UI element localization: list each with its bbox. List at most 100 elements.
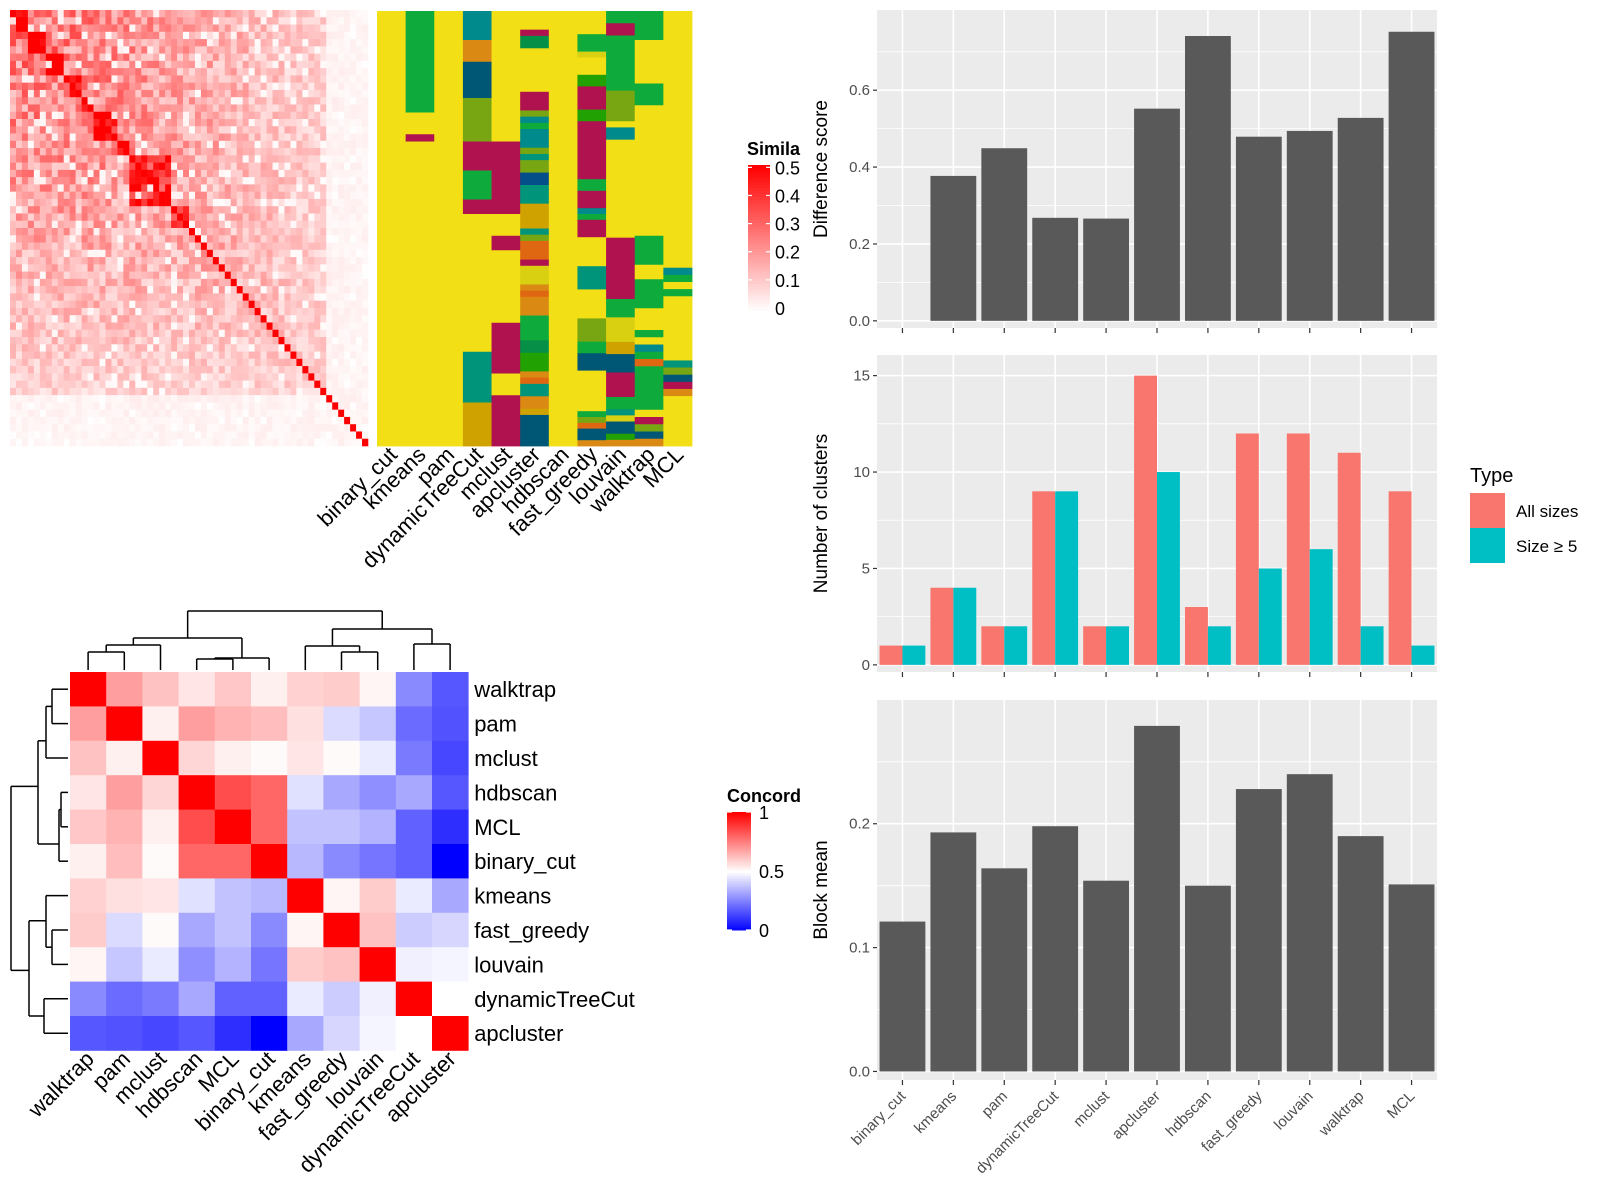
similarity-cell	[10, 278, 17, 287]
similarity-cell	[21, 68, 29, 76]
similarity-cell	[159, 162, 166, 171]
similarity-cell	[350, 111, 357, 120]
similarity-cell	[260, 206, 267, 214]
similarity-cell	[194, 387, 202, 396]
similarity-cell	[141, 198, 148, 207]
similarity-cell	[344, 358, 351, 367]
similarity-cell	[171, 155, 178, 163]
similarity-cell	[147, 177, 154, 185]
row-label-pam: pam	[474, 712, 517, 737]
similarity-legend-tick-label: 0.1	[775, 271, 800, 291]
similarity-cell	[326, 60, 333, 69]
similarity-cell	[254, 148, 261, 156]
similarity-cell	[99, 315, 106, 323]
similarity-cell	[194, 162, 202, 171]
similarity-cell	[117, 438, 124, 447]
similarity-cell	[212, 97, 220, 105]
similarity-cell	[57, 373, 64, 381]
similarity-cell	[111, 162, 118, 171]
similarity-cell	[177, 140, 184, 149]
similarity-cell	[93, 329, 100, 338]
similarity-cell	[362, 235, 369, 243]
similarity-cell	[105, 10, 112, 18]
similarity-cell	[69, 10, 76, 18]
cluster-segment-louvain	[606, 421, 636, 435]
similarity-cell	[284, 111, 291, 120]
similarity-cell	[171, 395, 178, 403]
similarity-cell	[183, 293, 190, 301]
similarity-cell	[147, 366, 154, 374]
similarity-cell	[350, 235, 357, 243]
similarity-cell	[33, 60, 41, 69]
similarity-cell	[290, 351, 297, 360]
similarity-cell	[75, 177, 82, 185]
similarity-cell	[242, 89, 249, 98]
cluster-segment-louvain	[606, 23, 636, 36]
similarity-cell	[260, 10, 267, 18]
similarity-cell	[302, 162, 309, 171]
similarity-cell	[117, 366, 124, 374]
similarity-cell	[278, 97, 285, 105]
similarity-cell	[320, 293, 327, 301]
similarity-cell	[320, 206, 327, 214]
similarity-cell	[129, 387, 136, 396]
similarity-cell	[147, 60, 154, 69]
similarity-cell	[218, 213, 226, 222]
similarity-cell	[141, 111, 148, 120]
similarity-cell	[69, 278, 76, 287]
similarity-cell	[362, 184, 369, 192]
similarity-cell	[332, 395, 339, 403]
similarity-cell	[260, 17, 267, 25]
similarity-cell	[159, 264, 166, 272]
similarity-cell	[350, 373, 357, 381]
similarity-cell	[75, 242, 82, 251]
cluster-segment-walktrap	[634, 409, 664, 418]
similarity-cell	[93, 257, 100, 265]
similarity-cell	[362, 89, 369, 98]
cluster-segment-apcluster	[520, 396, 550, 410]
similarity-cell	[284, 169, 291, 178]
similarity-cell	[200, 46, 208, 54]
similarity-cell	[75, 60, 82, 69]
similarity-cell	[33, 24, 41, 33]
similarity-cell	[242, 416, 249, 425]
similarity-cell	[230, 315, 238, 323]
similarity-cell	[51, 242, 59, 251]
similarity-cell	[33, 300, 41, 309]
cluster-segment-apcluster	[520, 352, 550, 372]
similarity-cell	[254, 133, 261, 142]
similarity-cell	[290, 242, 297, 251]
similarity-cell	[320, 257, 327, 265]
similarity-cell	[224, 300, 232, 309]
similarity-cell	[81, 177, 88, 185]
similarity-cell	[63, 235, 70, 243]
similarity-cell	[338, 322, 345, 331]
similarity-cell	[356, 337, 363, 345]
similarity-cell	[242, 148, 249, 156]
similarity-cell	[183, 337, 190, 345]
similarity-cell	[200, 133, 208, 142]
similarity-cell	[290, 409, 297, 418]
similarity-cell	[141, 53, 148, 62]
similarity-cell	[236, 148, 243, 156]
similarity-cell	[218, 75, 226, 83]
similarity-cell	[33, 213, 41, 222]
concordance-legend-gradient-step	[727, 904, 751, 907]
similarity-cell	[296, 431, 303, 440]
similarity-cell	[224, 387, 232, 396]
similarity-cell	[278, 329, 285, 338]
similarity-cell	[230, 409, 238, 418]
cluster-segment-apcluster	[520, 160, 550, 173]
similarity-cell	[248, 366, 255, 374]
similarity-cell	[230, 24, 238, 33]
similarity-cell	[15, 155, 23, 163]
similarity-cell	[75, 169, 82, 178]
similarity-cell	[296, 17, 303, 25]
concordance-legend-gradient-step	[727, 831, 751, 835]
similarity-cell	[165, 278, 172, 287]
similarity-cell	[326, 286, 333, 294]
similarity-cell	[39, 329, 47, 338]
similarity-cell	[123, 438, 130, 447]
similarity-cell	[332, 257, 339, 265]
similarity-cell	[147, 126, 154, 134]
